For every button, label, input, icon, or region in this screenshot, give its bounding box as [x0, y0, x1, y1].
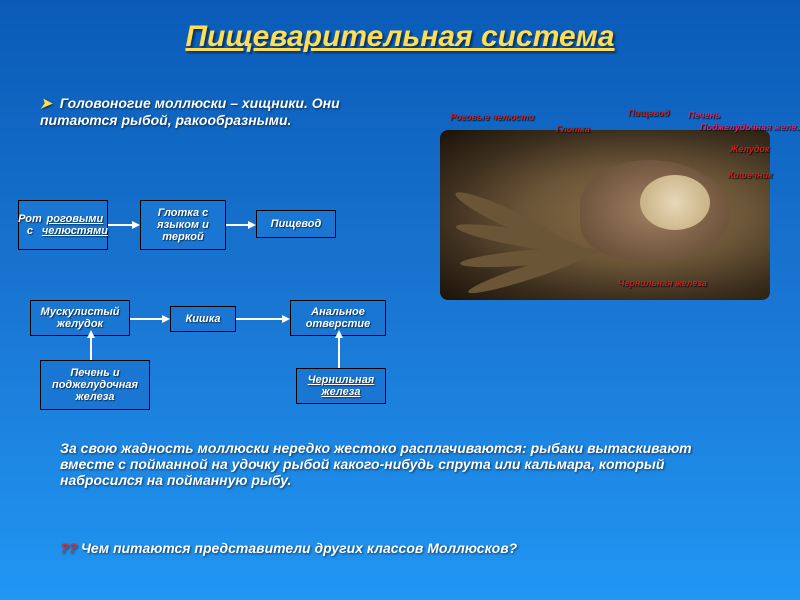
flow-ink-gland: Чернильная железа [296, 368, 386, 404]
question-marks: ?? [60, 540, 77, 556]
flow-stomach: Мускулистый желудок [30, 300, 130, 336]
flow-liver: Печень и поджелудочная железа [40, 360, 150, 410]
question-text: Чем питаются представители других классо… [77, 540, 517, 556]
flow-mouth: Рот с роговыми челюстями [18, 200, 108, 250]
question-line: ?? Чем питаются представители других кла… [60, 540, 740, 556]
flow-pharynx: Глотка с языком и теркой [140, 200, 226, 250]
bottom-paragraph: За свою жадность моллюски нередко жесток… [60, 440, 740, 488]
slide-title: Пищеварительная система [0, 0, 800, 54]
octopus-anatomy-image [440, 130, 770, 300]
flow-esophagus: Пищевод [256, 210, 336, 238]
intro-bullet: Головоногие моллюски – хищники. Они пита… [40, 95, 400, 128]
flow-intestine: Кишка [170, 306, 236, 332]
